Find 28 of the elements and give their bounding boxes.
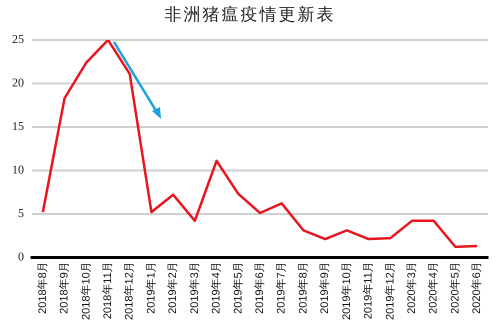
x-tick-label: 2019年7月 [276,261,288,314]
x-tick-label: 2019年10月 [340,261,353,320]
x-tick-label: 2019年3月 [188,261,201,314]
x-tick-label: 2020年6月 [471,261,484,314]
x-tick-label: 2019年11月 [362,261,375,320]
x-tick-label: 2020年5月 [449,261,462,314]
x-tick-label: 2019年1月 [145,261,158,314]
x-tick-label: 2019年2月 [167,261,180,314]
x-tick-label: 2018年10月 [80,261,92,320]
y-tick-label: 15 [12,119,24,134]
y-tick-label: 5 [18,206,24,220]
x-tick-label: 2018年12月 [124,261,136,320]
x-tick-label: 2019年5月 [232,261,244,314]
y-tick-label: 0 [18,249,24,264]
y-tick-label: 20 [12,76,24,90]
x-tick-label: 2019年8月 [297,261,310,314]
chart-title: 非洲猪瘟疫情更新表 [164,4,336,26]
x-tick-label: 2018年11月 [102,261,114,320]
x-tick-label: 2020年4月 [428,261,440,314]
x-tick-label: 2018年8月 [36,261,49,314]
x-tick-label: 2019年4月 [210,261,223,314]
x-tick-label: 2019年12月 [384,261,396,320]
x-tick-label: 2019年9月 [319,261,332,314]
x-tick-label: 2020年3月 [406,261,418,314]
y-tick-label: 10 [12,162,24,177]
x-tick-label: 2018年9月 [58,261,71,314]
y-tick-label: 25 [12,32,24,46]
x-tick-label: 2019年6月 [254,261,266,314]
